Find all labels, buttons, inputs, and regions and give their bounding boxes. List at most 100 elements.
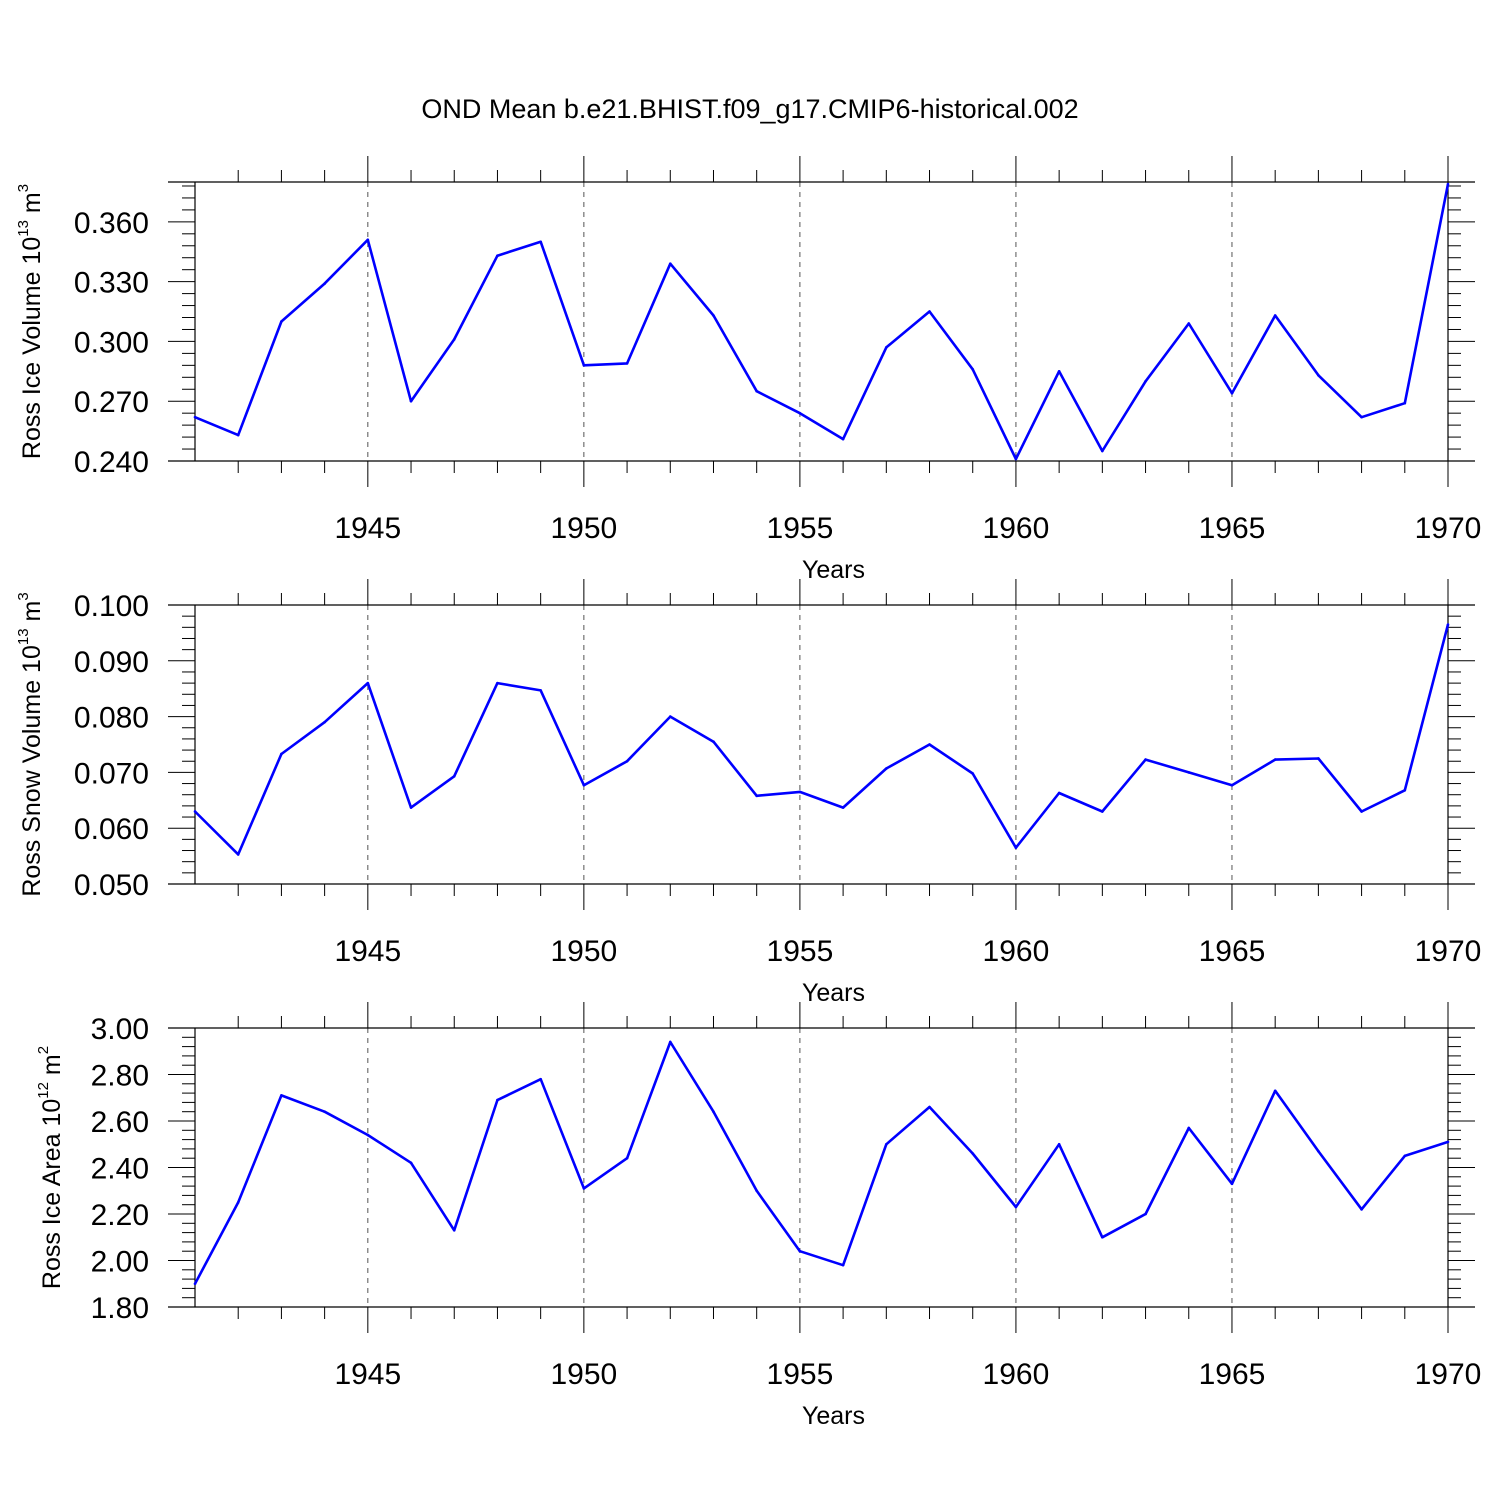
y-tick-label: 3.00 (91, 1013, 149, 1046)
data-point (323, 720, 326, 724)
data-point (236, 433, 240, 437)
y-tick-label: 2.20 (91, 1199, 149, 1232)
data-point (1446, 623, 1450, 626)
y-tick-label: 2.40 (91, 1153, 149, 1186)
data-point (1057, 1142, 1061, 1146)
data-point (1014, 457, 1018, 461)
x-tick-label: 1955 (767, 512, 834, 545)
data-point (1446, 1140, 1450, 1144)
data-point (668, 262, 672, 266)
data-point (323, 1110, 326, 1113)
data-point (236, 853, 240, 856)
data-point (1317, 1149, 1320, 1153)
x-tick-label: 1950 (550, 1358, 617, 1391)
x-tick-label: 1955 (767, 1358, 834, 1391)
data-point (668, 715, 672, 718)
data-point (798, 1249, 802, 1253)
data-point (798, 411, 802, 415)
data-point (280, 1094, 283, 1097)
data-point (366, 1133, 370, 1137)
data-point (1187, 771, 1191, 774)
data-point (409, 806, 413, 809)
chart-panel-3: 1.80 2.00 2.20 2.40 2.60 2.80 3.00 1945 1950 1955… (35, 1002, 1481, 1430)
data-point (885, 767, 888, 770)
data-point (193, 1282, 197, 1286)
data-point (928, 1105, 931, 1109)
x-tick-label: 1970 (1415, 935, 1482, 968)
data-point (1187, 322, 1191, 325)
data-point (668, 1040, 672, 1044)
data-point (582, 783, 586, 787)
data-point (712, 740, 715, 744)
data-point (1317, 757, 1320, 760)
y-tick-label: 0.100 (74, 590, 149, 623)
data-point (928, 310, 931, 313)
data-point (1101, 1235, 1104, 1239)
data-point (1273, 1089, 1277, 1093)
data-point (1057, 791, 1061, 795)
x-tick-label: 1950 (550, 935, 617, 968)
data-point (409, 399, 413, 403)
data-point (841, 806, 845, 809)
data-point (496, 254, 499, 258)
data-point (1101, 449, 1104, 453)
data-point (625, 362, 629, 365)
y-tick-label: 2.80 (91, 1060, 149, 1093)
data-point (452, 775, 456, 778)
data-point (1230, 391, 1234, 395)
data-point (236, 1201, 240, 1204)
data-point (1446, 182, 1450, 186)
x-axis-label: Years (802, 979, 865, 1007)
chart-panel-2: 0.050 0.060 0.070 0.080 0.090 0.100 1945 1950 19… (15, 579, 1481, 1007)
data-point (625, 759, 629, 763)
data-point (1317, 374, 1320, 377)
data-point (193, 810, 197, 813)
data-point (971, 772, 975, 775)
y-tick-label: 0.080 (74, 702, 149, 735)
x-axis-label: Years (802, 556, 865, 584)
x-tick-label: 1950 (550, 512, 617, 545)
data-point (1403, 788, 1407, 792)
data-point (1014, 1205, 1018, 1209)
x-tick-label: 1970 (1415, 1358, 1482, 1391)
data-point (193, 415, 197, 419)
x-tick-label: 1945 (334, 1358, 401, 1391)
data-point (755, 389, 758, 393)
x-tick-label: 1970 (1415, 512, 1482, 545)
data-point (885, 1142, 888, 1146)
x-tick-label: 1955 (767, 935, 834, 968)
data-point (452, 338, 456, 341)
data-point (1360, 415, 1363, 419)
data-point (755, 1189, 758, 1193)
data-point (582, 1187, 586, 1190)
x-tick-label: 1960 (983, 935, 1050, 968)
data-point (1101, 810, 1104, 813)
chart-panel-1: 0.240 0.270 0.300 0.330 0.360 1945 1950 1955 196… (15, 156, 1481, 584)
data-point (755, 794, 758, 798)
data-point (1360, 810, 1363, 813)
data-point (452, 1228, 456, 1232)
x-tick-label: 1965 (1199, 1358, 1266, 1391)
data-point (841, 437, 845, 441)
data-point (280, 752, 283, 756)
data-point (1403, 401, 1407, 405)
x-tick-label: 1960 (983, 1358, 1050, 1391)
data-point (496, 681, 499, 685)
data-point (625, 1156, 629, 1160)
data-point (712, 1110, 715, 1113)
data-point (1360, 1208, 1363, 1211)
data-point (1230, 783, 1234, 787)
data-point (539, 240, 542, 244)
data-point (1014, 846, 1018, 850)
y-tick-label: 0.300 (74, 326, 149, 359)
data-point (323, 282, 326, 285)
data-point (1230, 1182, 1234, 1186)
x-tick-label: 1960 (983, 512, 1050, 545)
series-line (193, 1040, 1449, 1285)
data-point (539, 689, 542, 692)
data-point (539, 1077, 542, 1081)
y-tick-label: 0.240 (74, 446, 149, 479)
x-tick-label: 1945 (334, 512, 401, 545)
y-tick-label: 0.090 (74, 646, 149, 679)
